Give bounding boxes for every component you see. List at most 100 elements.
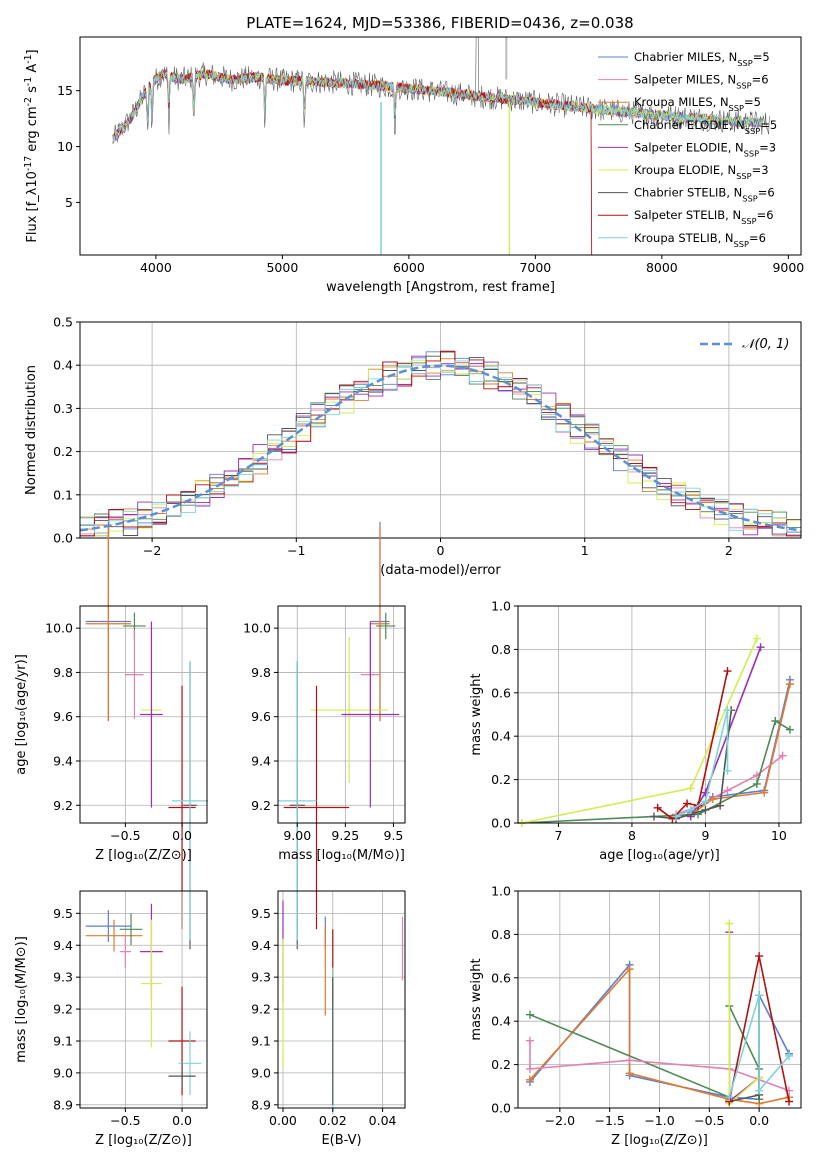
label-fragment: SSP [729, 103, 744, 113]
y-axis-label: Normed distribution [24, 365, 39, 495]
y-tick-label: 0.2 [53, 444, 73, 459]
label-fragment: =3 [752, 163, 769, 177]
label-fragment: (data-model)/error [380, 563, 501, 578]
legend-label: Kroupa ELODIE, NSSP=3 [634, 163, 769, 181]
plot-area [517, 634, 794, 827]
x-tick-label: 0.00 [269, 1113, 297, 1128]
label-fragment: SSP [741, 216, 756, 226]
label-fragment: Kroupa ELODIE, N [634, 163, 736, 177]
y-tick-label: 8.9 [251, 1097, 271, 1112]
label-fragment: -17 [23, 156, 34, 171]
x-tick-label: −2.0 [545, 1113, 575, 1128]
y-tick-label: 0.2 [491, 1057, 511, 1072]
x-tick-label: 6000 [393, 260, 425, 275]
axes-frame [517, 605, 802, 824]
label-fragment: =3 [759, 140, 776, 154]
residual-histogram [80, 350, 801, 537]
mass-weight-marker [701, 805, 710, 814]
y-tick-label: 9.4 [251, 938, 271, 953]
label-fragment: mass weight [469, 958, 484, 1040]
x-tick-label: 0.04 [369, 1113, 397, 1128]
mass-weight-marker [625, 1069, 634, 1078]
panel-mass-vs-metallicity: −0.5 0.0 8.9 9.0 9.1 9.2 9.3 9.4 9.5 Z [log₁₀(Z/Z… [14, 890, 208, 1148]
y-tick-label: 0.3 [53, 401, 73, 416]
x-axis-label: E(B-V) [321, 1133, 361, 1148]
x-tick-label: 1 [581, 543, 589, 558]
mass-weight-marker [672, 812, 681, 821]
label-fragment: Z [log₁₀(Z/Z⊙)] [611, 1133, 708, 1148]
x-tick-label: 7000 [519, 260, 551, 275]
label-fragment: Kroupa STELIB, N [634, 231, 734, 245]
y-tick-label: 15 [57, 83, 73, 98]
label-fragment: SSP [737, 58, 752, 68]
x-tick-label: 9000 [772, 260, 804, 275]
label-fragment: =6 [749, 231, 766, 245]
label-fragment: Kroupa MILES, N [634, 95, 729, 109]
mass-weight-marker [723, 667, 732, 676]
y-tick-label: 9.2 [251, 798, 271, 813]
y-tick-label: 0.5 [53, 315, 73, 330]
label-fragment: E(B-V) [321, 1133, 361, 1148]
label-fragment: SSP [736, 81, 751, 91]
x-tick-label: 9 [701, 828, 709, 843]
y-tick-label: 9.0 [53, 1065, 73, 1080]
label-fragment: Chabrier ELODIE, N [634, 118, 745, 132]
mass-weight-marker [723, 706, 732, 715]
y-tick-label: 9.6 [251, 709, 271, 724]
plot-area [112, 37, 770, 255]
y-tick-label: 8.9 [53, 1097, 73, 1112]
plot-area [79, 350, 802, 537]
mass-weight-marker [755, 1086, 764, 1095]
y-tick-label: 9.4 [53, 938, 73, 953]
x-tick-label: −1.5 [594, 1113, 624, 1128]
y-tick-label: 1.0 [491, 599, 511, 614]
panel-age-vs-mass: 9.00 9.25 9.5 9.2 9.4 9.6 9.8 10.0 mass [log₁₀(M… [243, 521, 406, 950]
y-tick-label: 9.0 [251, 1065, 271, 1080]
y-tick-label: 9.6 [53, 709, 73, 724]
label-fragment: =5 [760, 118, 777, 132]
mass-weight-marker [525, 1075, 534, 1084]
mass-weight-marker [653, 803, 662, 812]
x-axis-label: Z [log₁₀(Z/Z⊙)] [611, 1133, 708, 1148]
x-axis-label: Z [log₁₀(Z/Z⊙)] [95, 1133, 192, 1148]
mass-weight-marker [725, 919, 734, 928]
y-tick-label: 0.1 [53, 487, 73, 502]
x-tick-label: 0.02 [319, 1113, 347, 1128]
y-tick-label: 0.8 [491, 642, 511, 657]
mass-weight-marker [760, 788, 769, 797]
y-axis-label: age [log₁₀(age/yr)] [14, 654, 29, 775]
legend-label: Chabrier STELIB, NSSP=6 [634, 186, 775, 204]
mass-weight-marker [771, 717, 780, 726]
y-tick-label: 9.3 [53, 970, 73, 985]
x-axis-label: (data-model)/error [380, 563, 501, 578]
label-fragment: SSP [745, 126, 760, 136]
panel-mass-weight-vs-metallicity: −2.0 −1.5 −1.0 −0.5 0.0 0.0 0.2 0.4 0.6 0.8 1.0 Z [… [469, 884, 802, 1148]
y-tick-label: 9.2 [53, 1002, 73, 1017]
mass-weight-marker [752, 779, 761, 788]
mass-weight-marker [625, 965, 634, 974]
label-fragment: s [25, 86, 40, 97]
y-tick-label: 9.5 [53, 906, 73, 921]
legend-label: Salpeter MILES, NSSP=6 [634, 73, 769, 91]
axes-frame [277, 890, 406, 1109]
mass-weight-marker [785, 1051, 794, 1060]
x-tick-label: −1 [287, 543, 305, 558]
label-fragment: mass [log₁₀(M/M⊙)] [278, 848, 405, 863]
mass-weight-marker [683, 799, 692, 808]
mass-weight-marker [785, 725, 794, 734]
mass-weight-marker [725, 1093, 734, 1102]
mass-weight-line [529, 967, 790, 1105]
panel-mass-weight-vs-age: 7 8 9 10 0.0 0.2 0.4 0.6 0.8 1.0 age [log₁₀(age/yr… [469, 599, 802, 863]
y-tick-label: 0.8 [491, 927, 511, 942]
label-fragment: =6 [757, 208, 774, 222]
label-fragment: SSP [736, 171, 751, 181]
y-tick-label: 0.2 [491, 772, 511, 787]
label-fragment: Flux [f_λ10 [25, 171, 40, 243]
label-fragment: A [25, 64, 40, 77]
label-fragment: Salpeter ELODIE, N [634, 140, 744, 154]
label-fragment: ] [25, 49, 40, 54]
label-fragment: =5 [753, 50, 770, 64]
y-tick-label: 9.8 [251, 665, 271, 680]
x-tick-label: −2 [143, 543, 161, 558]
